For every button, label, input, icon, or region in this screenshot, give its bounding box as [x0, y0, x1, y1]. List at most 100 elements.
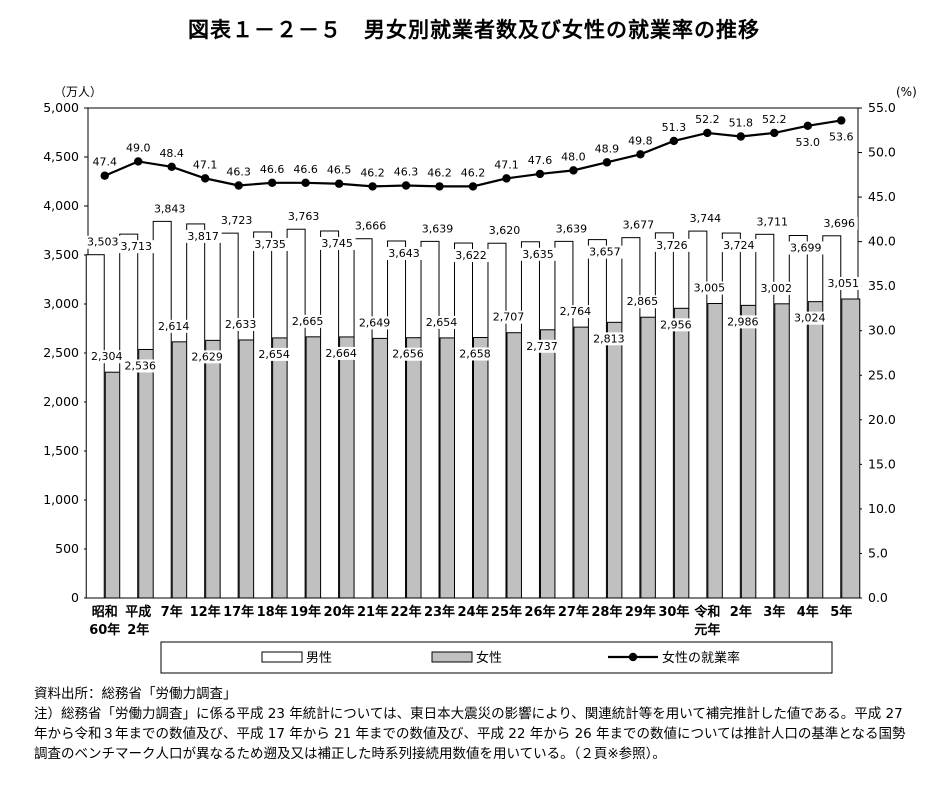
- notes: 資料出所：総務省「労働力調査」 注）総務省「労働力調査」に係る平成 23 年統計…: [34, 684, 914, 764]
- female-value-label-bg: [88, 350, 126, 364]
- male-bar: [353, 238, 373, 599]
- female-value-label-bg: [556, 305, 594, 319]
- female-value-label-bg: [657, 318, 695, 332]
- rate-point: [837, 116, 846, 125]
- female-bar: [841, 298, 861, 599]
- rate-point: [167, 162, 176, 171]
- legend-female-label: 女性: [476, 650, 502, 666]
- male-value-label-bg: [653, 238, 691, 252]
- left-tick-label: 2,000: [43, 394, 79, 409]
- female-value-label-bg: [757, 281, 795, 295]
- rate-point: [435, 182, 444, 191]
- female-value-label: 2,656: [392, 348, 424, 361]
- female-value-label-bg: [289, 314, 327, 328]
- female-value-label-bg: [322, 346, 360, 360]
- male-value-label: 3,677: [623, 219, 655, 232]
- female-value-label-bg: [255, 347, 293, 361]
- rate-value-label: 47.1: [494, 158, 519, 171]
- male-value-label: 3,735: [254, 238, 286, 251]
- rate-point: [134, 157, 143, 166]
- female-value-label: 2,629: [191, 350, 223, 363]
- right-tick-label: 35.0: [868, 278, 896, 293]
- female-value-label-bg: [222, 317, 260, 331]
- rate-value-label: 48.0: [561, 150, 586, 163]
- female-value-label: 2,633: [225, 318, 257, 331]
- left-tick-label: 4,500: [43, 149, 79, 164]
- rate-point: [569, 166, 578, 175]
- male-bar: [520, 241, 540, 599]
- female-value-label-bg: [623, 295, 661, 309]
- rate-point: [636, 150, 645, 159]
- male-bar: [253, 231, 273, 599]
- right-tick-label: 10.0: [868, 501, 896, 516]
- male-value-label-bg: [720, 239, 758, 253]
- female-value-label: 2,956: [660, 318, 692, 331]
- female-value-label: 3,005: [694, 282, 726, 295]
- male-value-label-bg: [686, 212, 724, 226]
- male-bar: [119, 233, 139, 599]
- rate-point: [468, 182, 478, 191]
- rate-value-label: 47.6: [528, 154, 553, 167]
- male-value-label-bg: [552, 222, 590, 236]
- male-value-label: 3,639: [422, 222, 454, 235]
- male-value-label-bg: [184, 229, 222, 243]
- male-value-label-bg: [318, 236, 356, 250]
- male-value-label: 3,622: [455, 249, 487, 262]
- male-bar: [621, 237, 641, 599]
- male-bar: [387, 240, 407, 599]
- male-value-label-bg: [787, 241, 825, 255]
- right-tick-label: 15.0: [868, 456, 896, 471]
- female-value-label: 2,654: [426, 316, 458, 329]
- right-tick-label: 0.0: [868, 590, 888, 605]
- male-value-label: 3,745: [321, 237, 353, 250]
- legend-rate-label: 女性の就業率: [662, 650, 740, 666]
- category-label: 23年: [424, 604, 455, 620]
- rate-point: [368, 182, 377, 191]
- rate-point: [703, 128, 712, 138]
- male-value-label: 3,643: [388, 247, 420, 260]
- rate-value-label: 46.3: [394, 166, 419, 179]
- left-tick-label: 500: [55, 541, 79, 556]
- rate-point: [770, 128, 779, 138]
- female-value-label: 2,649: [359, 316, 391, 329]
- category-label: 元年: [694, 622, 720, 638]
- female-value-label-bg: [791, 311, 829, 325]
- male-bar: [186, 223, 206, 599]
- female-value-label-bg: [489, 310, 527, 324]
- rate-point: [301, 178, 310, 188]
- legend-female-swatch: [431, 651, 473, 663]
- female-value-label-bg: [389, 347, 427, 361]
- category-label: 19年: [290, 604, 321, 620]
- female-value-label: 2,654: [258, 348, 290, 361]
- rate-point: [334, 179, 344, 188]
- category-label: 5年: [830, 604, 852, 620]
- rate-point: [736, 132, 746, 141]
- rate-value-label: 53.6: [829, 130, 854, 143]
- male-value-label: 3,726: [656, 239, 688, 252]
- male-value-label-bg: [251, 237, 289, 251]
- category-label: 29年: [625, 604, 656, 620]
- male-value-label-bg: [485, 224, 523, 238]
- rate-point: [602, 158, 612, 167]
- category-label: 20年: [324, 604, 355, 620]
- male-bar: [286, 228, 306, 599]
- right-tick-label: 45.0: [868, 189, 896, 204]
- female-value-label-bg: [188, 350, 226, 364]
- category-label: 2年: [127, 622, 149, 638]
- male-bar: [420, 240, 440, 599]
- category-label: 22年: [390, 604, 421, 620]
- category-label: 平成: [125, 604, 151, 620]
- rate-value-label: 51.8: [729, 117, 754, 130]
- left-tick-label: 0: [71, 590, 79, 605]
- female-value-label-bg: [824, 277, 862, 291]
- left-tick-label: 3,500: [43, 247, 79, 262]
- rate-value-label: 46.5: [327, 164, 352, 177]
- category-label: 昭和: [92, 604, 118, 620]
- legend-male-swatch: [261, 651, 303, 663]
- male-bar: [788, 234, 808, 599]
- female-value-label: 2,614: [158, 320, 190, 333]
- rate-point: [669, 136, 679, 146]
- female-value-label: 2,764: [560, 305, 592, 318]
- male-value-label: 3,763: [288, 210, 320, 223]
- female-value-label: 2,658: [459, 348, 491, 361]
